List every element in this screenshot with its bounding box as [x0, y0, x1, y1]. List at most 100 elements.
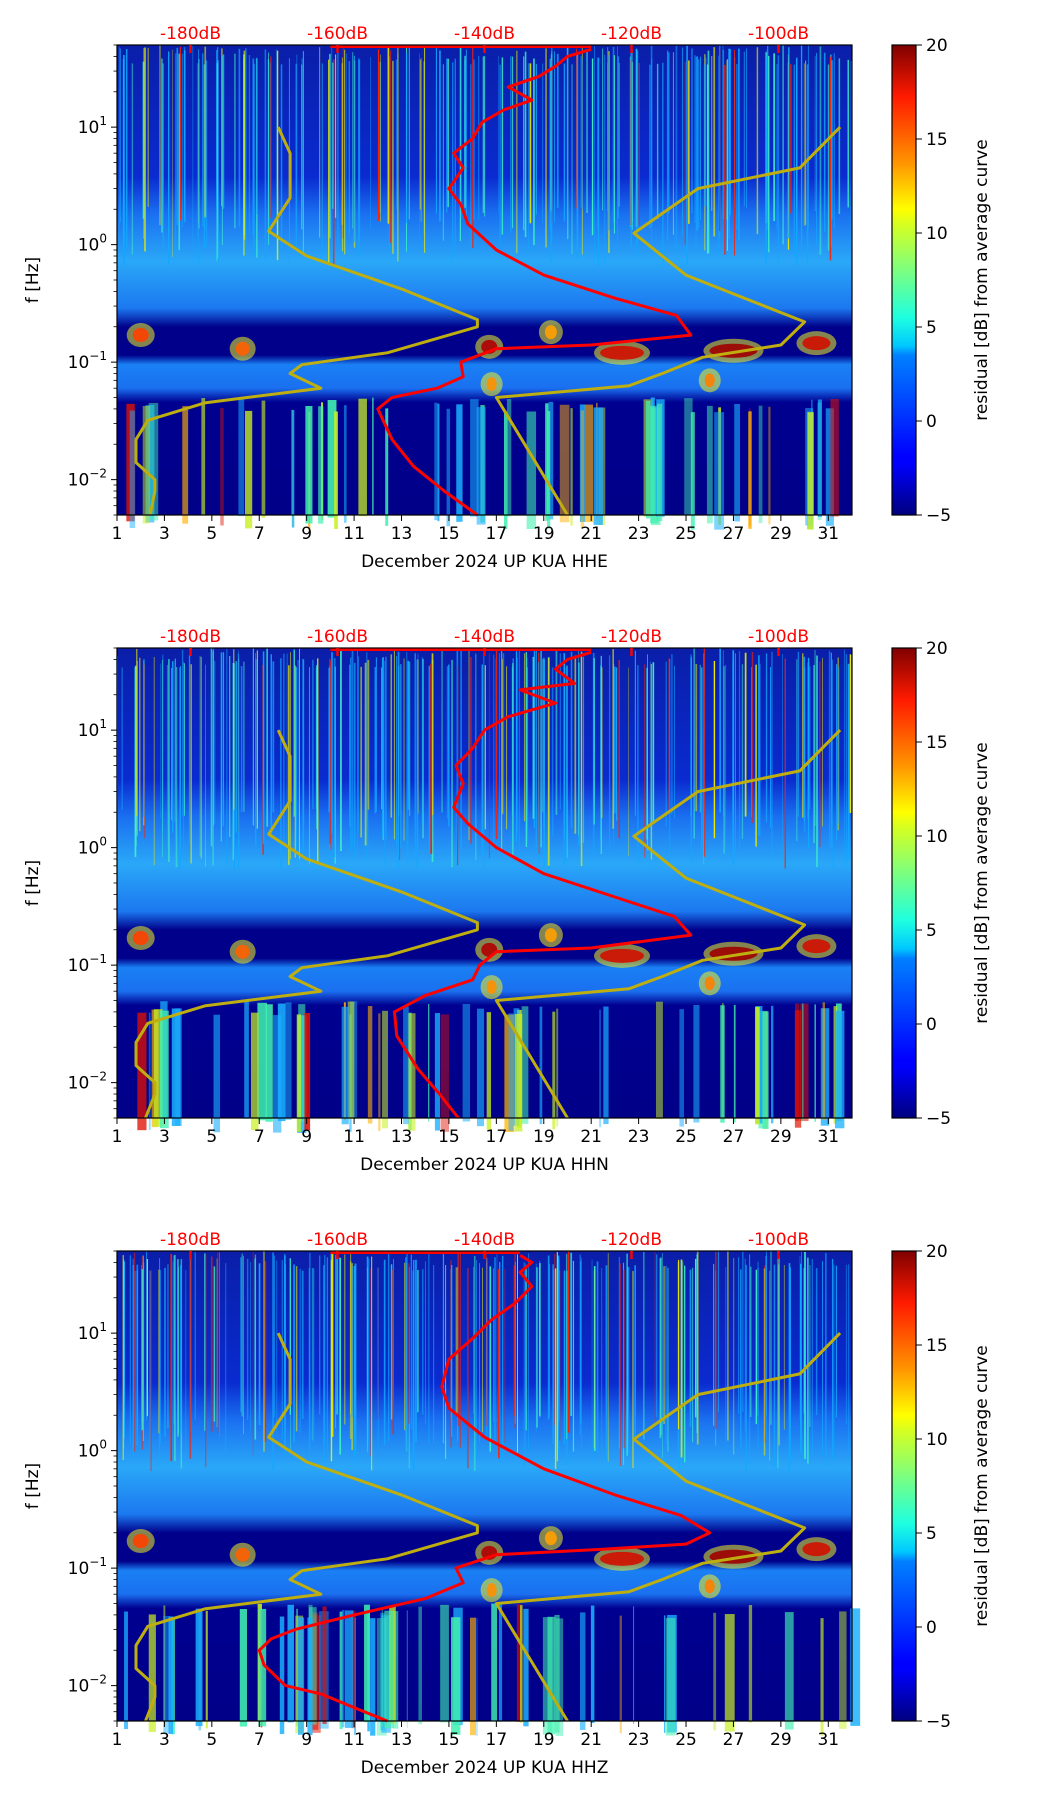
- spectrogram-band: [476, 1008, 485, 1127]
- spectrogram-band: [307, 1617, 313, 1735]
- spectrogram-band: [129, 410, 136, 529]
- spectrogram-band: [830, 399, 839, 517]
- spectrogram-band: [343, 405, 347, 523]
- colorbar-tick-label: 5: [926, 1524, 937, 1544]
- spectrogram-band: [733, 1004, 736, 1123]
- spectrogram-hotspot: [132, 1534, 149, 1549]
- spectrogram-band: [548, 401, 554, 520]
- spectrogram-band: [706, 405, 713, 524]
- colorbar-tick-label: 0: [926, 1618, 937, 1638]
- colorbar-tick-label: 5: [926, 318, 937, 338]
- colorbar-tick-label: 5: [926, 921, 937, 941]
- x-tick-label: 3: [159, 524, 170, 544]
- x-axis-label: December 2024 UP KUA HHN: [360, 1155, 609, 1175]
- spectrogram-band: [322, 1606, 327, 1724]
- spectrogram-hotspot: [544, 325, 557, 340]
- y-tick-label: 100: [78, 1438, 107, 1462]
- spectrogram-band: [734, 403, 740, 522]
- spectrogram-band: [579, 404, 586, 522]
- spectrogram-band: [633, 1606, 635, 1724]
- x-tick-label: 11: [343, 524, 365, 544]
- spectrogram-band: [428, 1004, 430, 1122]
- spectrogram-image: [117, 1251, 861, 1736]
- spectrogram-band: [292, 410, 295, 528]
- y-axis-label: f [Hz]: [23, 257, 43, 303]
- spectrogram-band: [834, 1010, 845, 1129]
- x-tick-label: 11: [343, 1127, 365, 1147]
- spectrogram-band: [205, 1610, 208, 1729]
- x-axis-label: December 2024 UP KUA HHE: [361, 552, 608, 572]
- spectrogram-band: [771, 1005, 774, 1124]
- db-tick-label: -120dB: [601, 24, 662, 44]
- x-tick-label: 31: [817, 1127, 839, 1147]
- spectrogram-band: [182, 406, 189, 524]
- spectrogram-band: [220, 407, 224, 526]
- spectrogram-hotspot: [704, 976, 715, 991]
- spectrogram-band: [503, 411, 508, 530]
- colorbar: −5 0 5 10 15 20 residual [dB] from average cur…: [891, 36, 992, 526]
- spectrogram-band: [244, 1001, 249, 1119]
- spectrogram-band: [645, 400, 651, 519]
- spectrogram-band: [506, 399, 512, 517]
- red-average-curve: [376, 47, 693, 517]
- x-tick-label: 7: [254, 524, 265, 544]
- spectrogram-band: [664, 1615, 666, 1733]
- spectrogram-band: [619, 1615, 622, 1734]
- x-tick-label: 27: [723, 1127, 745, 1147]
- x-tick-label: 7: [254, 1730, 265, 1750]
- spectrogram-band: [258, 1608, 267, 1727]
- colorbar-gradient: [891, 647, 917, 1119]
- x-tick-label: 17: [486, 1127, 508, 1147]
- x-tick-label: 7: [254, 1127, 265, 1147]
- spectrogram-band: [656, 403, 663, 522]
- spectrogram-band: [655, 1001, 663, 1120]
- spectrogram-band: [822, 1002, 826, 1120]
- spectrogram-band: [724, 1614, 735, 1732]
- spectrogram-band: [367, 1006, 373, 1124]
- spectrogram-band: [498, 1604, 503, 1722]
- spectrogram-band: [547, 1616, 556, 1735]
- x-tick-label: 31: [817, 524, 839, 544]
- y-axis-label: f [Hz]: [23, 1463, 43, 1509]
- spectrogram-band: [351, 1610, 356, 1729]
- colorbar-tick-label: 0: [926, 412, 937, 432]
- spectrogram-band: [277, 1003, 286, 1122]
- x-tick-label: 13: [391, 1127, 413, 1147]
- x-axis-label: December 2024 UP KUA HHZ: [361, 1758, 609, 1778]
- spectrogram-band: [476, 407, 486, 525]
- spectrogram-band: [142, 405, 150, 524]
- x-tick-label: 13: [391, 524, 413, 544]
- x-tick-label: 15: [438, 1730, 460, 1750]
- colorbar-tick-label: −5: [926, 506, 951, 526]
- x-tick-label: 13: [391, 1730, 413, 1750]
- spectrogram-band: [239, 1609, 247, 1727]
- colorbar-gradient: [891, 44, 917, 516]
- spectrogram-band: [555, 1618, 564, 1736]
- x-tick-label: 27: [723, 524, 745, 544]
- spectrogram-band: [238, 398, 245, 517]
- colorbar-label: residual [dB] from average curve: [972, 742, 992, 1023]
- x-tick-label: 31: [817, 1730, 839, 1750]
- spectrogram-band: [440, 1014, 450, 1132]
- spectrogram-band: [372, 397, 374, 516]
- x-tick-label: 9: [301, 524, 312, 544]
- spectrogram-band: [514, 1013, 523, 1132]
- spectrogram-band: [714, 412, 725, 530]
- spectrogram-hotspot: [600, 345, 645, 360]
- spectrogram-hotspot: [132, 931, 149, 946]
- spectrogram-band: [559, 404, 570, 523]
- spectrogram-band: [163, 1615, 170, 1734]
- colorbar-tick-label: 15: [926, 733, 948, 753]
- spectrogram-band: [287, 1604, 294, 1723]
- spectrogram-band: [547, 411, 551, 529]
- spectrogram-band: [523, 1608, 529, 1727]
- x-tick-label: 17: [486, 524, 508, 544]
- spectrogram-hotspot: [600, 948, 645, 963]
- y-tick-label: 10−1: [68, 1555, 107, 1579]
- x-tick-label: 11: [343, 1730, 365, 1750]
- spectrogram-band: [370, 1618, 376, 1736]
- y-tick-label: 10−2: [68, 1070, 107, 1094]
- spectrogram-hotspot: [486, 980, 497, 995]
- olive-curve-low: [134, 1332, 479, 1722]
